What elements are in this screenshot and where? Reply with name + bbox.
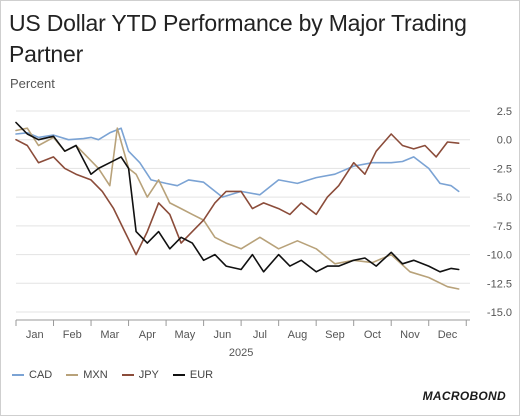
y-axis-unit-label: Percent <box>10 76 55 91</box>
x-tick-label: Aug <box>288 329 308 341</box>
series-line-mxn <box>15 127 460 290</box>
x-tick-label: Sep <box>325 329 345 341</box>
legend: CAD MXN JPY EUR <box>12 369 227 381</box>
x-year-label: 2025 <box>229 347 253 359</box>
y-tick-label: 2.5 <box>497 106 512 118</box>
x-tick-label: Jun <box>213 329 231 341</box>
legend-item-mxn: MXN <box>66 369 108 381</box>
x-tick-label: May <box>174 329 195 341</box>
y-tick-label: -5.0 <box>493 192 512 204</box>
legend-swatch-eur <box>172 374 185 376</box>
y-tick-label: -7.5 <box>493 221 512 233</box>
x-tick-label: Jan <box>26 329 44 341</box>
x-tick-label: Feb <box>63 329 82 341</box>
y-tick-label: -15.0 <box>487 307 512 319</box>
series-line-eur <box>15 121 460 273</box>
x-tick-label: Apr <box>139 329 156 341</box>
legend-item-jpy: JPY <box>121 369 159 381</box>
legend-label-eur: EUR <box>189 369 214 381</box>
series-line-jpy <box>15 133 460 256</box>
x-tick-label: Oct <box>364 329 381 341</box>
legend-swatch-cad <box>12 374 24 376</box>
legend-swatch-jpy <box>121 374 134 376</box>
macrobond-logo: MACROBOND <box>422 389 506 403</box>
series-line-cad <box>15 127 460 198</box>
legend-swatch-mxn <box>66 374 79 376</box>
legend-label-jpy: JPY <box>138 369 159 381</box>
y-tick-label: -10.0 <box>487 250 512 262</box>
y-tick-label: 0.0 <box>497 135 512 147</box>
x-tick-label: Jul <box>253 329 267 341</box>
x-tick-label: Nov <box>400 329 420 341</box>
x-tick-label: Mar <box>100 329 119 341</box>
y-tick-label: -2.5 <box>493 163 512 175</box>
chart-title: US Dollar YTD Performance by Major Tradi… <box>9 10 467 67</box>
legend-label-cad: CAD <box>29 369 53 381</box>
legend-label-mxn: MXN <box>83 369 108 381</box>
y-tick-label: -12.5 <box>487 278 512 290</box>
legend-item-cad: CAD <box>12 369 52 381</box>
legend-item-eur: EUR <box>172 369 214 381</box>
x-tick-label: Dec <box>438 329 458 341</box>
